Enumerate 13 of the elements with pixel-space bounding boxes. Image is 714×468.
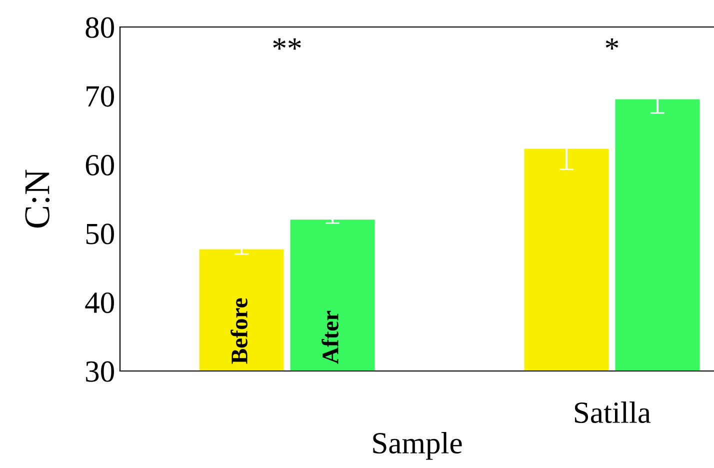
y-tick-label: 70: [86, 86, 114, 107]
annotation: *: [606, 38, 618, 50]
y-tick-label: 50: [86, 224, 114, 244]
y-tick-label: 80: [86, 17, 114, 38]
y-tick-label: 40: [85, 292, 114, 314]
annotation: **: [273, 38, 301, 50]
series-label: After: [322, 310, 338, 364]
y-tick-label: 60: [86, 154, 114, 176]
series-label: Before: [230, 298, 248, 364]
x-axis-title: Sample: [373, 432, 462, 460]
y-axis-title: C:N: [25, 170, 50, 228]
x-tick-label: Satilla: [574, 402, 651, 424]
y-tick-label: 30: [86, 361, 114, 382]
